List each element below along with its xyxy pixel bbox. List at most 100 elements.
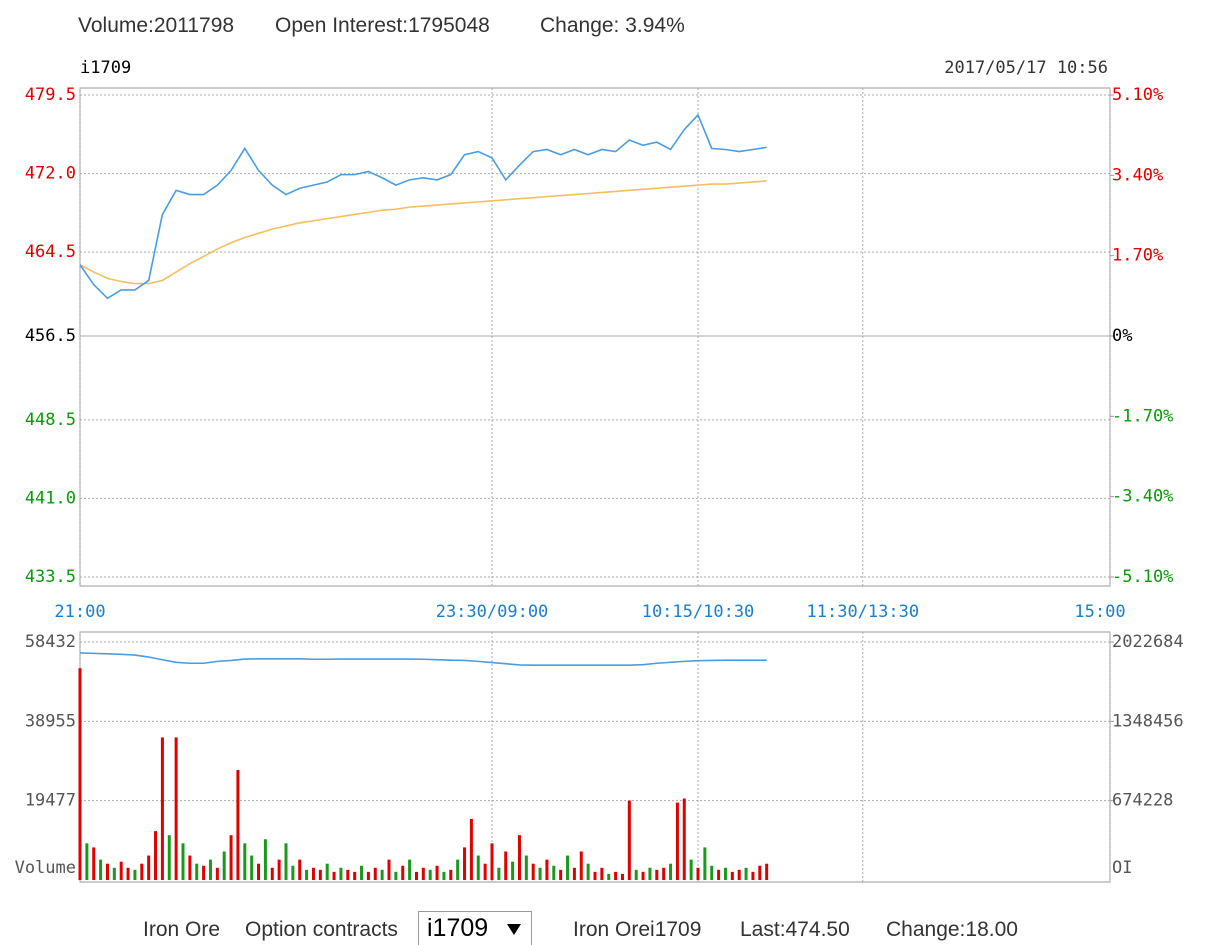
volume-bar	[463, 847, 467, 880]
volume-bar	[614, 871, 618, 880]
y2-axis-label: OI	[1112, 858, 1132, 878]
volume-bar	[511, 861, 515, 880]
x-tick-label: 23:30/09:00	[436, 602, 549, 622]
volume-bar	[490, 843, 494, 880]
volume-bar	[147, 855, 151, 880]
y-tick-label: 441.0	[25, 488, 76, 508]
x-tick-label: 10:15/10:30	[642, 602, 755, 622]
volume-bar	[366, 871, 370, 880]
volume-bar	[531, 863, 535, 880]
volume-bar	[675, 802, 679, 880]
y2-tick-label: -1.70%	[1112, 406, 1173, 426]
y2-tick-label: 1.70%	[1112, 246, 1163, 266]
y2-tick-label: 2022684	[1112, 632, 1184, 652]
volume-bar	[662, 867, 666, 880]
volume-bar	[339, 867, 343, 880]
volume-bar	[634, 869, 638, 880]
volume-bar	[311, 867, 315, 880]
volume-bar	[579, 851, 583, 880]
volume-bar	[689, 859, 693, 880]
quote-name: Iron Orei1709	[573, 918, 702, 941]
volume-bar	[298, 859, 302, 880]
volume-bar	[202, 865, 206, 880]
y-tick-label: 479.5	[25, 85, 76, 105]
volume-bar	[140, 863, 144, 880]
y-tick-label: 433.5	[25, 567, 76, 587]
volume-bar	[208, 859, 212, 880]
y-tick-label: 58432	[25, 632, 76, 652]
open-interest-info: Open Interest:1795048	[275, 14, 490, 37]
volume-bar	[641, 871, 645, 880]
volume-bar	[456, 859, 460, 880]
volume-bar	[723, 867, 727, 880]
volume-bar	[126, 867, 130, 880]
option-label: Option contracts	[245, 918, 398, 941]
volume-bar	[291, 865, 295, 880]
contract-select[interactable]: i1709	[418, 911, 532, 945]
x-tick-label: 15:00	[1074, 602, 1125, 622]
volume-bar	[133, 869, 137, 880]
volume-bar	[222, 851, 226, 880]
volume-bar	[270, 867, 274, 880]
volume-bar	[92, 847, 96, 880]
volume-bar	[428, 869, 432, 880]
y2-tick-label: 0%	[1112, 326, 1132, 346]
volume-bar	[257, 863, 261, 880]
datetime-label: 2017/05/17 10:56	[944, 58, 1108, 78]
volume-bar	[696, 867, 700, 880]
plot-frame	[79, 87, 1111, 587]
volume-bar	[263, 839, 267, 880]
volume-bar	[627, 800, 631, 880]
volume-bar	[229, 835, 233, 880]
plot-frame	[79, 631, 1111, 883]
y-tick-label: 472.0	[25, 164, 76, 184]
volume-bar	[154, 831, 158, 880]
volume-bar	[112, 867, 116, 880]
last-price: Last:474.50	[740, 918, 850, 941]
y2-tick-label: -5.10%	[1112, 567, 1173, 587]
price-change: Change:18.00	[886, 918, 1018, 941]
y2-tick-label: 5.10%	[1112, 85, 1163, 105]
volume-bar	[421, 867, 425, 880]
volume-bar	[305, 869, 309, 880]
volume-bar	[442, 871, 446, 880]
volume-bar	[682, 798, 686, 880]
volume-bar	[380, 869, 384, 880]
volume-bar	[284, 843, 288, 880]
volume-bar	[620, 873, 624, 880]
volume-bar	[703, 847, 707, 880]
volume-bar	[318, 869, 322, 880]
volume-bar	[387, 859, 391, 880]
volume-bar	[476, 855, 480, 880]
y2-tick-label: 1348456	[1112, 711, 1184, 731]
volume-bar	[408, 859, 412, 880]
volume-bar	[346, 869, 350, 880]
volume-info: Volume:2011798	[78, 14, 235, 37]
volume-bar	[497, 867, 501, 880]
volume-bar	[524, 855, 528, 880]
volume-bar	[373, 867, 377, 880]
dropdown-arrow	[507, 924, 521, 935]
volume-bar	[78, 668, 82, 880]
volume-bar	[552, 865, 556, 880]
change-info: Change: 3.94%	[540, 14, 685, 37]
volume-bar	[99, 859, 103, 880]
volume-bar	[414, 871, 418, 880]
price-line	[79, 180, 767, 285]
volume-bar	[751, 871, 755, 880]
volume-bar	[236, 770, 240, 880]
volume-bar	[325, 863, 329, 880]
volume-bar	[737, 869, 741, 880]
volume-bar	[401, 865, 405, 880]
y2-tick-label: -3.40%	[1112, 487, 1173, 507]
volume-bar	[469, 818, 473, 880]
volume-bar	[195, 863, 199, 880]
volume-bar	[174, 737, 178, 880]
volume-bar	[517, 835, 521, 880]
volume-bar	[593, 871, 597, 880]
y-axis-label: Volume	[15, 858, 76, 878]
volume-bar	[717, 869, 721, 880]
volume-bar	[607, 873, 611, 880]
volume-bar	[710, 865, 714, 880]
